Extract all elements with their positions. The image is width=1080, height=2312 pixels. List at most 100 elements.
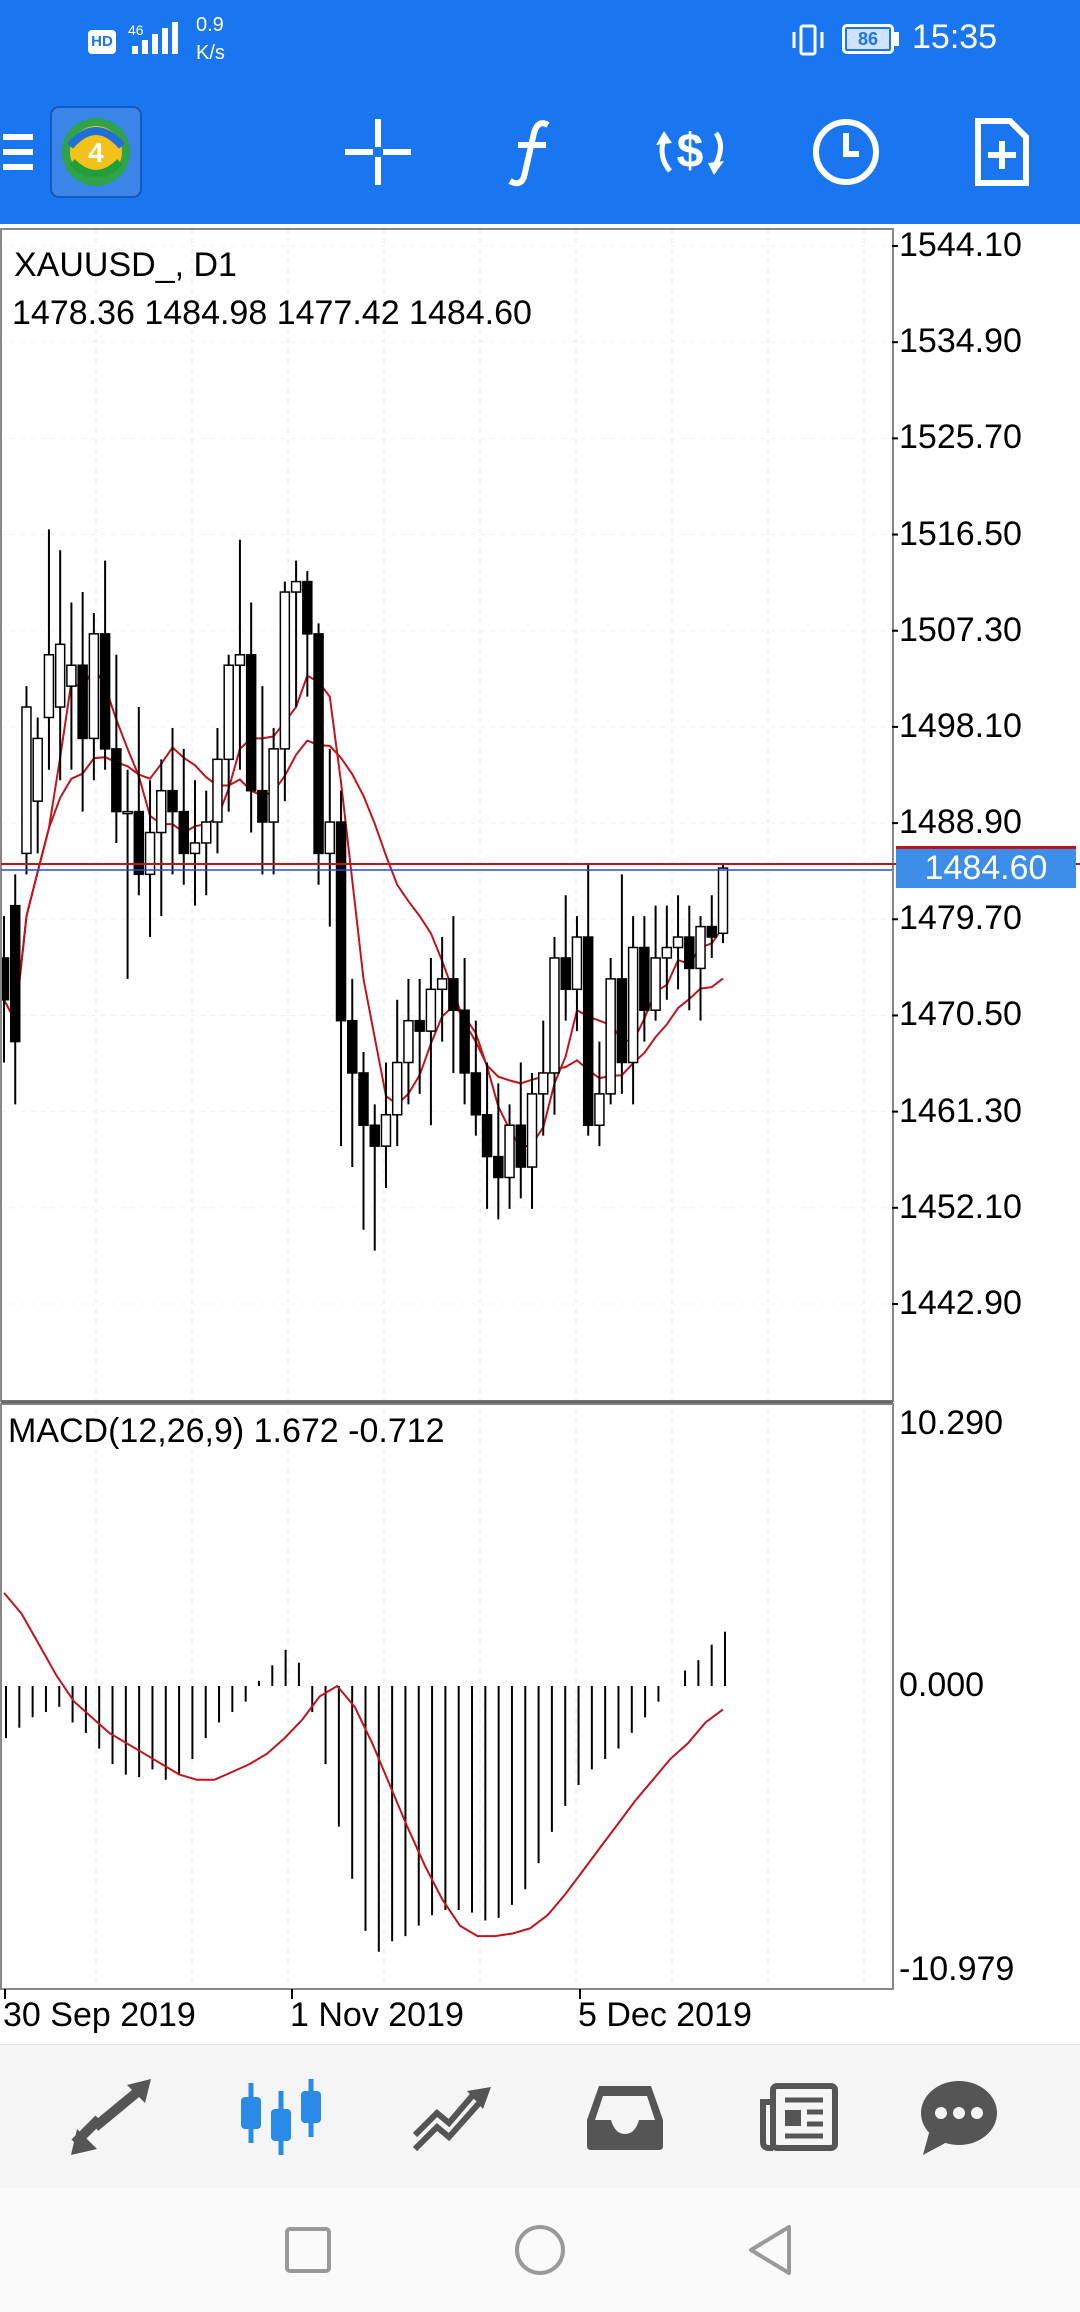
home-icon <box>515 2225 565 2275</box>
candle-body <box>470 1072 482 1116</box>
toolbar: 4 $ <box>0 80 1080 224</box>
candle <box>706 895 718 958</box>
candle-body <box>493 1155 504 1179</box>
candle <box>133 707 145 896</box>
app-logo-button[interactable]: 4 <box>48 80 144 224</box>
trade-button[interactable]: $ <box>642 80 738 224</box>
candle-body <box>43 654 55 719</box>
candle <box>459 957 470 1105</box>
candle-body <box>358 1072 369 1126</box>
candle <box>122 769 133 979</box>
candle-body <box>538 1072 549 1095</box>
candle-body <box>257 789 268 823</box>
nav-messages[interactable] <box>884 2045 1034 2189</box>
nav-news[interactable] <box>724 2045 874 2189</box>
macd-axis-label: 0.000 <box>899 1666 985 1704</box>
candle <box>32 717 43 854</box>
status-bar: HD 46 0.9 K/s 86 15:35 <box>0 0 1080 80</box>
candle-body <box>594 1093 605 1126</box>
new-document-icon <box>975 118 1029 186</box>
candle-body <box>245 654 257 792</box>
current-price-label: 1484.60 <box>924 849 1048 887</box>
candle <box>0 916 10 1063</box>
candle <box>156 759 167 917</box>
back-button[interactable] <box>710 2188 830 2312</box>
candle <box>481 1062 493 1209</box>
candle-body <box>549 957 560 1074</box>
candle-body <box>223 664 234 761</box>
timeframe-button[interactable] <box>798 80 894 224</box>
candle <box>111 654 122 843</box>
candle-body <box>279 591 291 750</box>
candle <box>695 916 706 1021</box>
candle <box>582 863 594 1136</box>
back-icon <box>749 2225 791 2275</box>
candle <box>526 1072 538 1209</box>
candle <box>616 874 628 1094</box>
current-price-badge: 1484.60 <box>896 846 1076 888</box>
candle-body <box>66 664 77 687</box>
home-button[interactable] <box>480 2188 600 2312</box>
price-axis-label: 1544.10 <box>899 226 1022 264</box>
price-axis-label: 1516.50 <box>899 514 1022 553</box>
candle <box>167 727 178 875</box>
date-axis-label: 30 Sep 2019 <box>3 1996 196 2034</box>
price-axis-label: 1461.30 <box>899 1091 1022 1130</box>
candle <box>684 905 695 1011</box>
candle <box>99 560 111 770</box>
candle-body <box>627 946 639 1064</box>
svg-text:$: $ <box>677 125 704 178</box>
candle <box>515 1062 527 1199</box>
candle-body <box>448 978 459 1011</box>
candle-body <box>650 957 661 1011</box>
nav-chart[interactable] <box>206 2045 356 2189</box>
candle <box>571 916 583 1032</box>
candle <box>436 937 448 1042</box>
candle-body <box>639 946 650 1011</box>
chart-area[interactable]: XAUUSD_, D1 1478.36 1484.98 1477.42 1484… <box>0 224 1080 2044</box>
recent-apps-button[interactable] <box>248 2188 368 2312</box>
candle <box>380 1062 392 1188</box>
candle-body <box>189 842 201 855</box>
candle <box>268 727 279 875</box>
candle <box>369 1104 380 1251</box>
history-inbox-icon <box>587 2086 663 2150</box>
candle <box>358 1052 369 1230</box>
nav-history[interactable] <box>550 2045 700 2189</box>
candle-body <box>302 580 313 635</box>
candle-body <box>324 821 336 855</box>
messages-icon <box>921 2081 997 2155</box>
nav-quotes[interactable] <box>36 2045 186 2189</box>
clock: 15:35 <box>912 18 998 56</box>
candle-body <box>380 1114 392 1147</box>
candle <box>639 916 650 1042</box>
templates-button[interactable] <box>954 80 1050 224</box>
crosshair-button[interactable] <box>330 80 426 224</box>
candle <box>200 790 212 896</box>
nav-trade[interactable] <box>376 2045 526 2189</box>
price-axis-label: 1507.30 <box>899 610 1022 649</box>
candle <box>234 539 246 770</box>
candle-body <box>695 925 706 970</box>
price-axis-label: 1452.10 <box>899 1187 1022 1226</box>
macd-pane-frame <box>0 1403 894 1990</box>
indicators-button[interactable] <box>486 80 582 224</box>
candle-body <box>571 936 583 991</box>
price-axis-label: 1525.70 <box>899 418 1022 457</box>
price-axis-label: 1488.90 <box>899 803 1022 842</box>
macd-axis-label: -10.979 <box>899 1950 1015 1988</box>
candle <box>324 748 336 927</box>
candle <box>448 916 459 1073</box>
candle-body <box>144 831 156 876</box>
candle <box>290 560 302 708</box>
candle <box>425 957 437 1126</box>
candlestick-chart[interactable] <box>0 224 1080 2044</box>
candle <box>66 602 77 770</box>
menu-button[interactable] <box>0 80 40 224</box>
date-axis-label: 5 Dec 2019 <box>578 1996 752 2034</box>
price-axis-label: 1442.90 <box>899 1284 1022 1322</box>
candle-body <box>684 936 695 970</box>
candle <box>313 623 324 885</box>
candle-body <box>178 810 189 855</box>
price-axis-label: 1470.50 <box>899 995 1022 1034</box>
